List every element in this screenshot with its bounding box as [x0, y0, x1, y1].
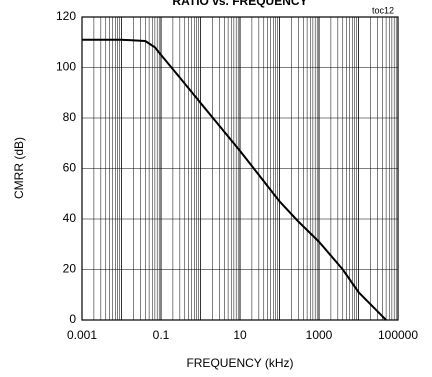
x-tick-label: 10 [233, 328, 247, 342]
plot-frame [81, 16, 399, 321]
y-tick-label: 60 [63, 161, 77, 175]
y-tick-label: 20 [63, 262, 77, 276]
data-line [82, 38, 387, 321]
x-tick-label: 100000 [378, 328, 418, 342]
y-tick-label: 80 [63, 110, 77, 124]
chart-title: RATIO vs. FREQUENCY [172, 0, 307, 8]
y-tick-label: 120 [56, 9, 76, 23]
x-axis-label: FREQUENCY (kHz) [186, 356, 293, 370]
x-tick-label: 0.1 [153, 328, 170, 342]
annotation: toc12 [372, 5, 394, 15]
y-tick-label: 100 [56, 60, 76, 74]
y-tick-label: 40 [63, 211, 77, 225]
x-tick-label: 1000 [306, 328, 333, 342]
y-tick-label: 0 [69, 312, 76, 326]
y-axis-label: CMRR (dB) [12, 137, 26, 199]
x-tick-label: 0.001 [67, 328, 97, 342]
